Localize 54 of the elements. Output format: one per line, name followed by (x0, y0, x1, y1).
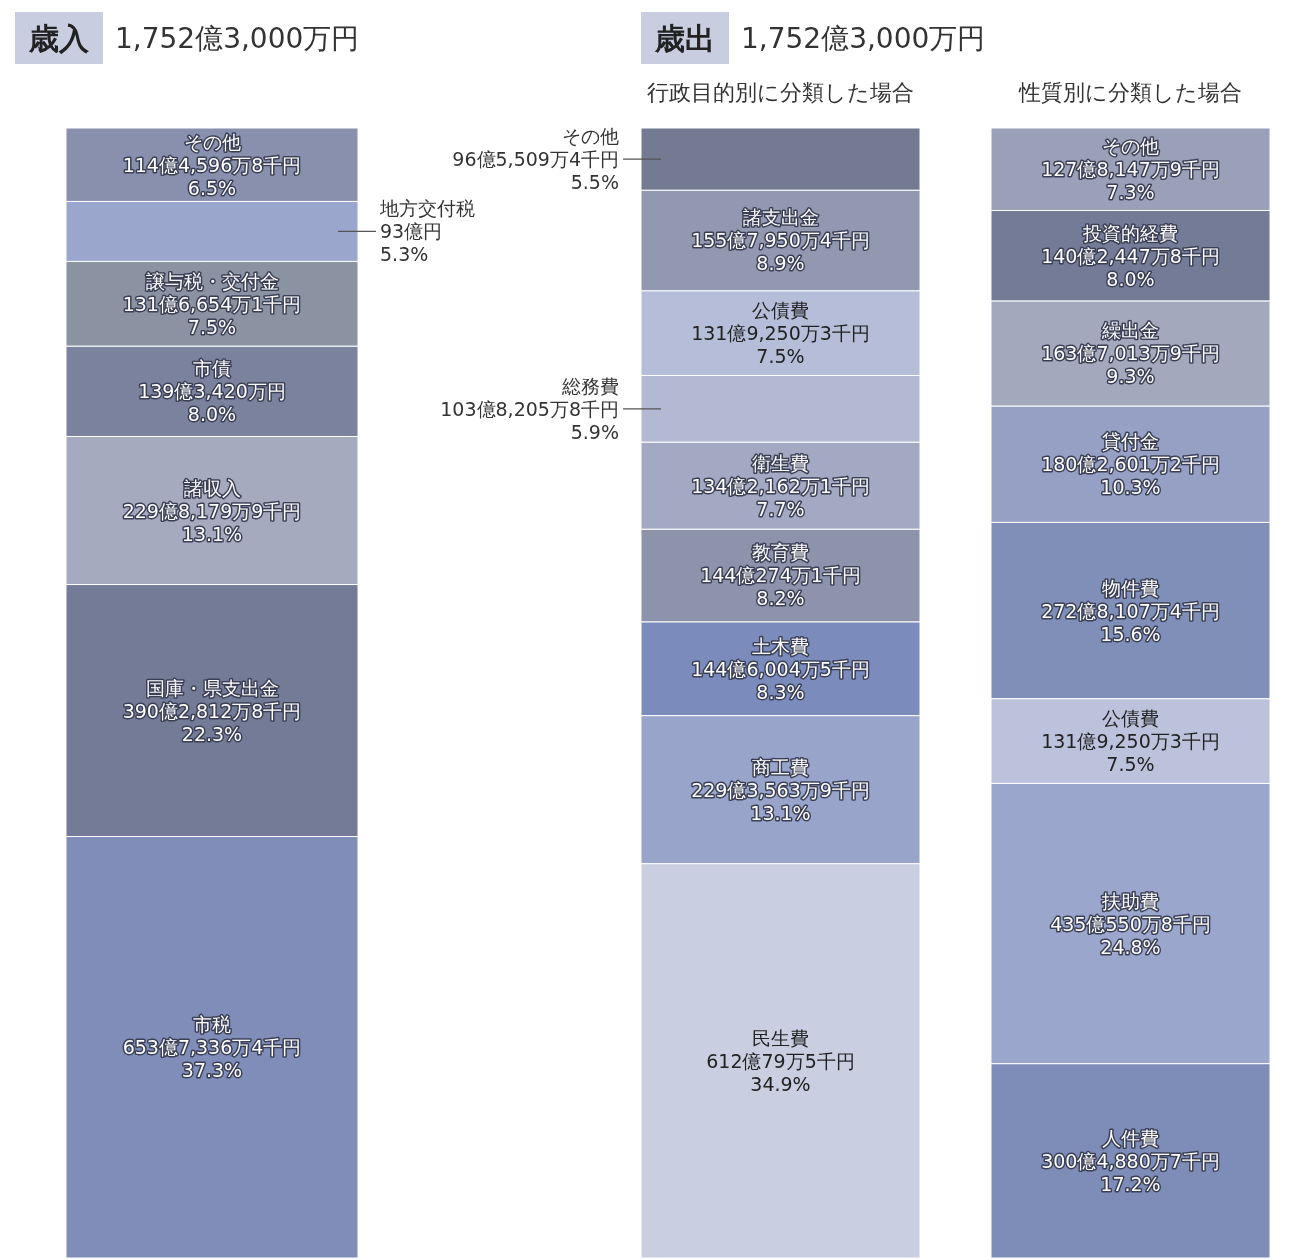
data-label: 131億9,250万3千円 7.5% (1041, 730, 1220, 776)
chart-title: 歳出 (654, 20, 715, 56)
series-label: 貸付金 (1102, 430, 1159, 453)
data-label: 229億8,179万9千円 13.1% (122, 499, 302, 545)
data-label: 300億4,880万7千円 17.2% (1041, 1149, 1220, 1195)
series-label: 扶助費 (1101, 889, 1159, 912)
data-label: 180億2,601万2千円 10.3% (1041, 453, 1220, 499)
data-label: 114億4,596万8千円 6.5% (122, 153, 302, 199)
chart-subtitle: 1,752億3,000万円 (115, 21, 360, 55)
text: 行政目的別に分類した場合 (647, 79, 914, 105)
data-label: 155億7,950万4千円 8.9% (691, 229, 870, 275)
data-label: 127億8,147万9千円 7.3% (1041, 158, 1220, 204)
data-label: 93億円 5.3% (380, 220, 443, 266)
series-label: その他 (1102, 135, 1159, 158)
series-label: 衛生費 (752, 451, 809, 474)
data-label: 229億3,563万9千円 13.1% (691, 778, 870, 824)
series-label: 投資的経費 (1082, 221, 1178, 244)
data-label: 96億5,509万4千円 5.5% (452, 148, 619, 194)
chart-subtitle: 1,752億3,000万円 (741, 21, 986, 55)
chart-title: 性質別に分類した場合 (1018, 79, 1242, 105)
data-label: 131億6,654万1千円 7.5% (122, 292, 302, 338)
data-label: 163億7,013万9千円 9.3% (1041, 342, 1220, 388)
data-label: 103億8,205万8千円 5.9% (440, 397, 619, 443)
series-label: 市債 (193, 357, 231, 380)
data-label: 144億6,004万5千円 8.3% (691, 657, 870, 703)
data-label: 272億8,107万4千円 15.6% (1041, 599, 1220, 645)
series-label: 繰出金 (1101, 319, 1159, 342)
series-label: 譲与税・交付金 (145, 269, 279, 292)
series-label: 諸収入 (183, 476, 241, 499)
series-label: 土木費 (752, 634, 809, 657)
series-label: 教育費 (752, 541, 809, 564)
data-label: 612億79万5千円 34.9% (706, 1049, 855, 1095)
chart-title: 歳入 (28, 20, 90, 56)
series-label: 民生費 (752, 1026, 809, 1049)
series-label: その他 (562, 125, 619, 148)
series-label: 物件費 (1102, 576, 1159, 599)
data-label: 144億274万1千円 8.2% (700, 564, 861, 610)
series-label: 地方交付税 (379, 197, 475, 220)
series-label: 公債費 (1102, 707, 1159, 730)
series-label: 公債費 (752, 299, 809, 322)
data-label: 134億2,162万1千円 7.7% (691, 474, 870, 520)
data-label: 435億550万8千円 24.8% (1050, 912, 1211, 958)
data-label: 390億2,812万8千円 22.3% (122, 699, 302, 745)
data-label: 131億9,250万3千円 7.5% (691, 322, 870, 368)
series-label: 人件費 (1102, 1126, 1159, 1149)
series-label: 国庫・県支出金 (145, 676, 279, 699)
data-label: 139億3,420万円 8.0% (138, 380, 286, 426)
series-label: 市税 (193, 1013, 231, 1036)
data-label: 653億7,336万4千円 37.3% (122, 1036, 302, 1082)
series-label: 商工費 (752, 755, 809, 778)
series-label: その他 (183, 130, 241, 153)
data-label: 140億2,447万8千円 8.0% (1041, 244, 1220, 290)
series-label: 諸支出金 (742, 206, 819, 229)
series-label: 総務費 (561, 374, 619, 397)
